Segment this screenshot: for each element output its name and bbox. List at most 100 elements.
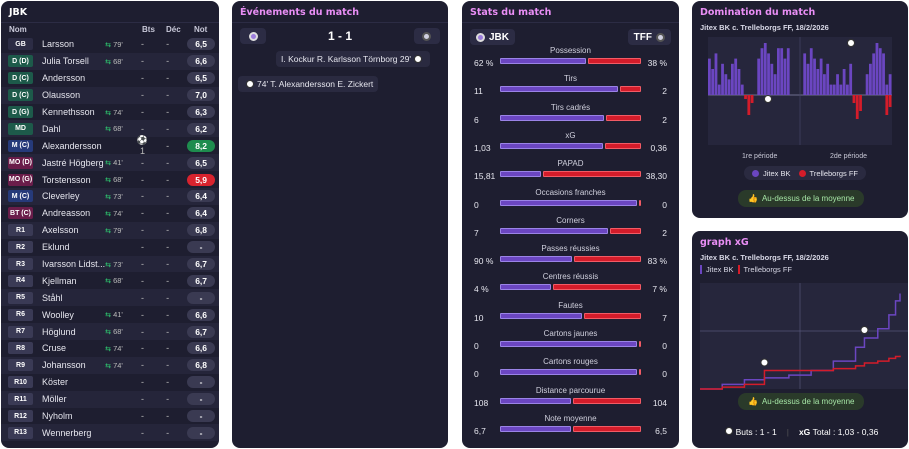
player-goals: - <box>141 73 144 84</box>
event-text: 74' T. Alexandersson E. Zickert <box>257 79 374 89</box>
stat-row: Tirs cadrés 6 2 <box>462 103 679 127</box>
home-bar <box>500 369 637 376</box>
away-bar <box>574 256 641 263</box>
stat-home-value: 15,81 <box>474 171 496 182</box>
player-name[interactable]: Möller <box>42 394 67 405</box>
player-name[interactable]: Andersson <box>42 73 86 84</box>
stats-panel: Stats du match JBK TFF Possession 62 % 3… <box>462 1 679 448</box>
player-name[interactable]: Olausson <box>42 90 81 101</box>
stat-bars <box>500 369 641 376</box>
header-goals[interactable]: Bts <box>142 25 155 34</box>
player-rating: 6,6 <box>187 342 216 355</box>
player-name[interactable]: Ivarsson Lidst... <box>42 259 106 270</box>
player-name[interactable]: Alexandersson <box>42 140 102 151</box>
player-name[interactable]: Torstensson <box>42 174 91 185</box>
event-away-goal[interactable]: I. Kockur R. Karlsson Törnborg 29' <box>276 51 430 67</box>
player-row[interactable]: D (C) Olausson - - 7,0 <box>1 86 219 104</box>
stat-away-value: 0,36 <box>650 142 667 153</box>
player-row[interactable]: M (C) Alexandersson ⚽1 - 8,2 <box>1 135 219 156</box>
player-name[interactable]: Kennethsson <box>42 107 95 117</box>
event-home-goal[interactable]: 74' T. Alexandersson E. Zickert <box>238 76 379 92</box>
player-row[interactable]: BT (C) Andreasson ⇆ 74' - - 6,4 <box>1 205 219 222</box>
player-row[interactable]: R7 Höglund ⇆ 68' - - 6,7 <box>1 323 219 341</box>
player-name[interactable]: Andreasson <box>42 208 91 219</box>
player-row[interactable]: D (C) Andersson - - 6,5 <box>1 70 219 87</box>
home-bar <box>500 86 618 93</box>
position-badge: R2 <box>8 241 34 254</box>
player-row[interactable]: R9 Johansson ⇆ 74' - - 6,8 <box>1 356 219 374</box>
player-name[interactable]: Höglund <box>42 326 76 337</box>
xg-average-button[interactable]: 👍 Au-dessus de la moyenne <box>738 393 865 410</box>
home-dominance-bar <box>727 79 731 95</box>
stat-away-value: 2 <box>662 86 667 97</box>
player-row[interactable]: R11 Möller - - - <box>1 390 219 408</box>
player-rating: - <box>187 291 216 304</box>
player-row[interactable]: R2 Eklund - - - <box>1 239 219 256</box>
player-row[interactable]: R3 Ivarsson Lidst... ⇆ 73' - - 6,7 <box>1 255 219 273</box>
player-name[interactable]: Johansson <box>42 360 86 371</box>
header-rating[interactable]: Not <box>194 25 208 34</box>
player-name[interactable]: Cleverley <box>42 191 80 202</box>
player-row[interactable]: GB Larsson ⇆ 79' - - 6,5 <box>1 36 219 53</box>
chart-background <box>700 283 908 389</box>
away-dominance-bar <box>859 95 862 111</box>
stat-home-value: 10 <box>474 312 484 323</box>
player-name[interactable]: Larsson <box>42 39 75 50</box>
position-badge: R10 <box>8 376 34 389</box>
home-bar <box>500 227 608 234</box>
substitution-icon: ⇆ <box>105 210 111 218</box>
player-rating: 6,7 <box>187 274 216 287</box>
xg-legend: Jitex BK Trelleborgs FF <box>692 262 908 277</box>
away-bar <box>543 171 641 178</box>
player-rating: 6,5 <box>187 72 216 85</box>
player-name[interactable]: Eklund <box>42 242 70 253</box>
player-row[interactable]: R1 Axelsson ⇆ 79' - - 6,8 <box>1 221 219 239</box>
player-row[interactable]: D (G) Kennethsson ⇆ 74' - - 6,3 <box>1 104 219 121</box>
position-badge: R1 <box>8 224 34 237</box>
home-dominance-bar <box>882 53 885 95</box>
player-rating: - <box>187 393 216 406</box>
player-goals: - <box>141 394 144 405</box>
sub-minute: 74' <box>113 107 123 117</box>
player-name[interactable]: Ståhl <box>42 292 63 303</box>
player-name[interactable]: Wennerberg <box>42 427 92 438</box>
player-name[interactable]: Dahl <box>42 123 61 134</box>
player-name[interactable]: Kjellman <box>42 275 77 286</box>
player-row[interactable]: MO (D) Jastré Högberg ⇆ 41' - - 6,5 <box>1 154 219 172</box>
player-name[interactable]: Jastré Högberg <box>42 157 104 168</box>
player-row[interactable]: R5 Ståhl - - - <box>1 289 219 307</box>
player-row[interactable]: M (C) Cleverley ⇆ 73' - - 6,4 <box>1 188 219 205</box>
player-name[interactable]: Nyholm <box>42 411 73 422</box>
header-dec[interactable]: Déc <box>166 25 181 34</box>
home-dominance-bar <box>721 63 724 95</box>
away-bar <box>620 86 641 93</box>
home-crest[interactable] <box>240 28 266 44</box>
stat-row: Tirs 11 2 <box>462 74 679 98</box>
player-name[interactable]: Cruse <box>42 343 67 354</box>
player-name[interactable]: Axelsson <box>42 225 79 236</box>
away-dominance-bar <box>855 95 859 119</box>
sub-info: ⇆ 74' <box>105 108 133 117</box>
away-team-chip[interactable]: TFF <box>627 29 671 45</box>
player-goals: - <box>141 174 144 185</box>
player-row[interactable]: MD Dahl ⇆ 68' - - 6,2 <box>1 120 219 138</box>
domination-average-button[interactable]: 👍 Au-dessus de la moyenne <box>738 190 865 207</box>
player-row[interactable]: R12 Nyholm - - - <box>1 408 219 425</box>
player-goals: - <box>141 242 144 253</box>
home-legend-dot <box>752 169 759 177</box>
player-row[interactable]: R13 Wennerberg - - - <box>1 424 219 442</box>
player-name[interactable]: Köster <box>42 377 69 388</box>
player-row[interactable]: MO (G) Torstensson ⇆ 68' - - 5,9 <box>1 171 219 188</box>
player-dec: - <box>166 174 170 185</box>
player-row[interactable]: R10 Köster - - - <box>1 374 219 391</box>
header-name[interactable]: Nom <box>9 25 27 34</box>
player-name[interactable]: Woolley <box>42 309 74 320</box>
player-row[interactable]: R6 Woolley ⇆ 41' - - 6,6 <box>1 306 219 323</box>
player-row[interactable]: D (D) Julia Torsell ⇆ 68' - - 6,6 <box>1 52 219 70</box>
away-crest[interactable] <box>413 28 440 44</box>
player-row[interactable]: R4 Kjellman ⇆ 68' - - 6,7 <box>1 272 219 289</box>
home-team-chip[interactable]: JBK <box>470 29 516 45</box>
player-name[interactable]: Julia Torsell <box>42 56 89 67</box>
player-row[interactable]: R8 Cruse ⇆ 74' - - 6,6 <box>1 340 219 357</box>
domination-title: Domination du match <box>700 7 816 18</box>
